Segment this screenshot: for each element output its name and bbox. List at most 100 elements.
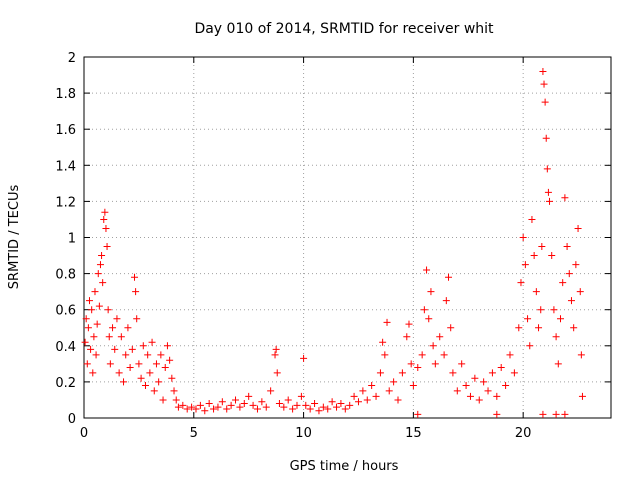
- y-tick-label: 0.6: [55, 304, 76, 319]
- data-point: [561, 410, 569, 418]
- data-point: [407, 360, 415, 368]
- data-point: [223, 405, 231, 413]
- data-point: [201, 407, 209, 415]
- data-point: [99, 279, 107, 287]
- data-point: [431, 360, 439, 368]
- data-point: [567, 297, 575, 305]
- data-point: [578, 392, 586, 400]
- data-point: [462, 382, 470, 390]
- data-point: [152, 360, 160, 368]
- data-point: [556, 315, 564, 323]
- data-point: [449, 369, 457, 377]
- data-point: [548, 252, 556, 260]
- data-point: [544, 188, 552, 196]
- data-point: [565, 270, 573, 278]
- data-point: [106, 360, 114, 368]
- data-point: [390, 378, 398, 386]
- data-point: [82, 315, 90, 323]
- data-point: [253, 405, 261, 413]
- x-tick-label: 20: [515, 426, 532, 441]
- data-point: [535, 324, 543, 332]
- data-point: [471, 374, 479, 382]
- data-point: [166, 356, 174, 364]
- data-point: [111, 345, 119, 353]
- data-point: [91, 288, 99, 296]
- data-point: [240, 400, 248, 408]
- data-point: [100, 215, 108, 223]
- data-point: [506, 351, 514, 359]
- data-point: [98, 252, 106, 260]
- data-point: [363, 396, 371, 404]
- data-point: [302, 401, 310, 409]
- data-point: [341, 405, 349, 413]
- data-point: [210, 405, 218, 413]
- data-point: [550, 306, 558, 314]
- data-point: [543, 165, 551, 173]
- data-point: [379, 338, 387, 346]
- data-point: [403, 333, 411, 341]
- data-point: [346, 401, 354, 409]
- data-point: [539, 67, 547, 75]
- data-point: [133, 315, 141, 323]
- data-point: [541, 98, 549, 106]
- data-point: [328, 398, 336, 406]
- data-point: [324, 405, 332, 413]
- data-point: [155, 378, 163, 386]
- data-point: [89, 369, 97, 377]
- data-point: [572, 261, 580, 269]
- data-point: [90, 333, 98, 341]
- data-point: [159, 396, 167, 404]
- data-point: [576, 288, 584, 296]
- data-point: [350, 392, 358, 400]
- data-point: [372, 392, 380, 400]
- data-point: [376, 369, 384, 377]
- data-point: [179, 401, 187, 409]
- data-point: [92, 351, 100, 359]
- data-point: [275, 400, 283, 408]
- data-point: [105, 333, 113, 341]
- data-point: [510, 369, 518, 377]
- y-tick-label: 0.4: [55, 340, 76, 355]
- data-point: [172, 396, 180, 404]
- data-point: [273, 369, 281, 377]
- plot-frame: [83, 56, 612, 419]
- data-point: [214, 403, 222, 411]
- data-point: [293, 401, 301, 409]
- data-point: [354, 398, 362, 406]
- chart-title: Day 010 of 2014, SRMTID for receiver whi…: [194, 21, 494, 37]
- data-point: [440, 351, 448, 359]
- data-point: [227, 401, 235, 409]
- axis-ticks: 00.20.40.60.811.21.41.61.820 5 10 15 20: [55, 51, 611, 441]
- data-point: [561, 194, 569, 202]
- data-point: [135, 360, 143, 368]
- data-point: [262, 403, 270, 411]
- data-point: [137, 374, 145, 382]
- data-point: [526, 342, 534, 350]
- data-point: [537, 306, 545, 314]
- data-point: [128, 345, 136, 353]
- data-point: [218, 398, 226, 406]
- data-point: [101, 208, 109, 216]
- data-point: [319, 403, 327, 411]
- data-point: [311, 400, 319, 408]
- data-point: [333, 403, 341, 411]
- data-point: [480, 378, 488, 386]
- data-point: [83, 360, 91, 368]
- data-point: [398, 369, 406, 377]
- data-point: [297, 392, 305, 400]
- data-point: [102, 224, 110, 232]
- y-tick-label: 0: [68, 412, 76, 427]
- data-point: [502, 382, 510, 390]
- data-point: [383, 318, 391, 326]
- y-axis-label: SRMTID / TECUs: [7, 185, 22, 290]
- data-point: [425, 315, 433, 323]
- data-point: [284, 396, 292, 404]
- data-point: [554, 360, 562, 368]
- data-point: [519, 234, 527, 241]
- data-point: [126, 363, 134, 371]
- data-point: [236, 403, 244, 411]
- data-point: [466, 392, 474, 400]
- data-point: [447, 324, 455, 332]
- data-point: [115, 369, 123, 377]
